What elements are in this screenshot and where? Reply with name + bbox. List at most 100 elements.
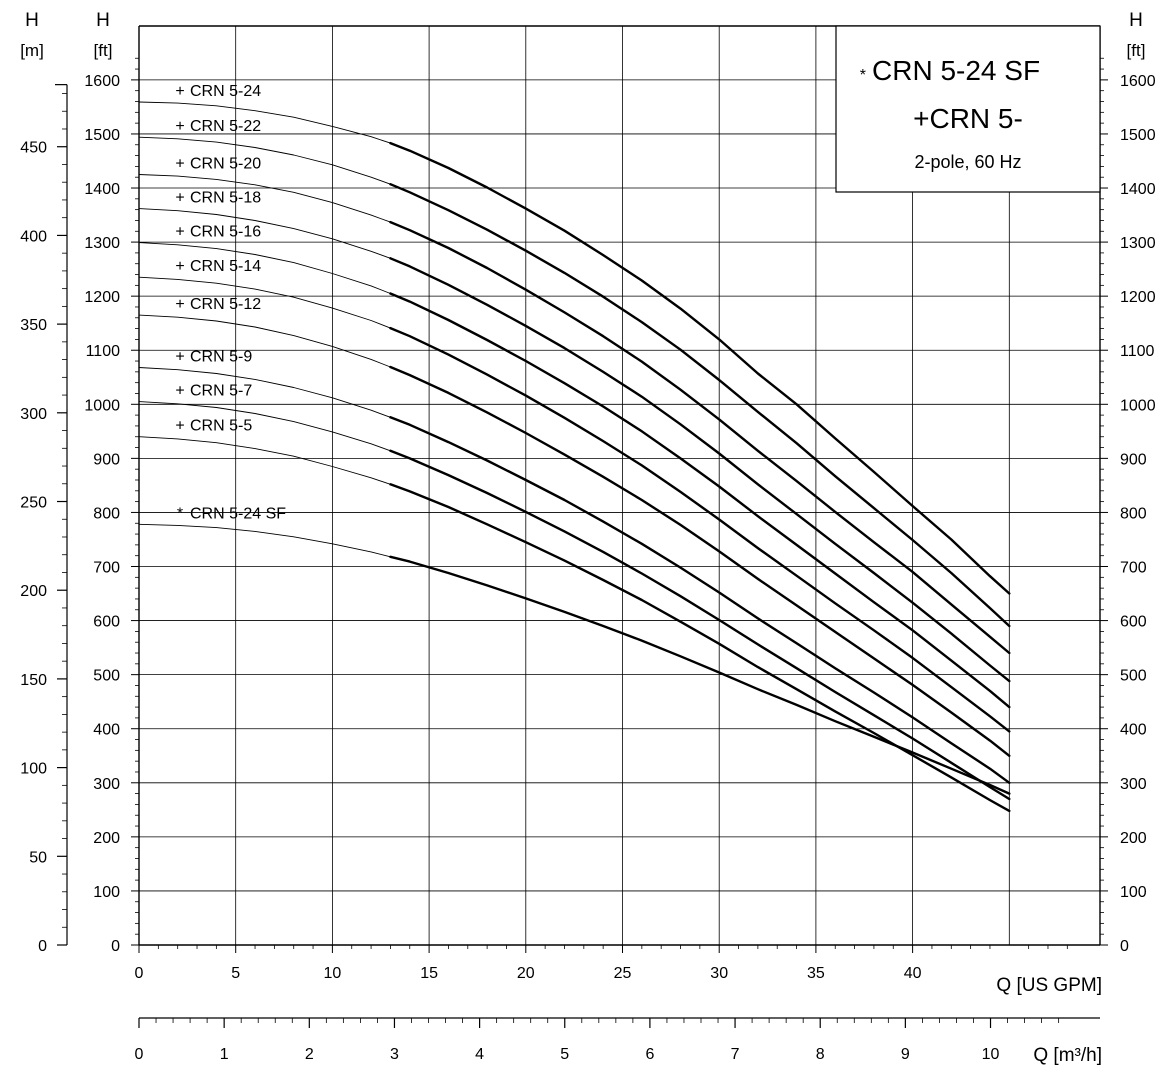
y-ft-right-tick-label: 1500 (1120, 127, 1156, 144)
y-ft-tick-label: 200 (93, 830, 120, 847)
curve-crn-5-7-low-flow (138, 401, 391, 452)
y-m-tick-label: 200 (20, 583, 47, 600)
legend-line1-mark: * (860, 67, 866, 84)
y-ft-tick-label: 1100 (86, 343, 121, 360)
y-ft-right-tick-label: 300 (1120, 776, 1147, 793)
x-axis-m3h-title: Q [m³/h] (1033, 1045, 1102, 1066)
y-ft-right-tick-label: 0 (1120, 938, 1129, 955)
x-gpm-tick-label: 5 (231, 965, 240, 982)
curve-label-mark: + (175, 118, 184, 135)
curve-crn-5-18 (389, 257, 1011, 683)
y-ft-tick-label: 100 (93, 884, 120, 901)
y-ft-tick-label: 400 (93, 722, 120, 739)
curve-label: CRN 5-12 (190, 296, 261, 313)
legend-line2: +CRN 5- (913, 103, 1023, 134)
x-m3h-tick-label: 5 (560, 1046, 569, 1063)
y-axis-ft-right-title: H (1129, 10, 1143, 31)
x-m3h-tick-label: 2 (305, 1046, 314, 1063)
x-m3h-tick-label: 1 (220, 1046, 229, 1063)
curve-label: CRN 5-5 (190, 418, 252, 435)
y-ft-tick-label: 1500 (84, 127, 120, 144)
curve-crn-5-14-low-flow (138, 276, 391, 329)
curve-crn-5-5-low-flow (138, 436, 391, 485)
legend-line1: CRN 5-24 SF (872, 55, 1040, 86)
x-m3h-tick-label: 6 (645, 1046, 654, 1063)
x-axis-gpm-title: Q [US GPM] (996, 975, 1102, 996)
y-ft-tick-label: 700 (93, 560, 120, 577)
y-ft-tick-label: 1600 (84, 73, 120, 90)
curve-crn-5-24-sf-low-flow (138, 523, 391, 558)
curve-label-mark: + (175, 418, 184, 435)
curve-crn-5-12-low-flow (138, 314, 391, 368)
curve-label: CRN 5-14 (190, 258, 261, 275)
y-ft-right-tick-label: 900 (1120, 451, 1147, 468)
y-axis-ft-right-unit: [ft] (1127, 41, 1146, 60)
y-ft-right-tick-label: 600 (1120, 614, 1147, 631)
curve-label-mark: + (175, 349, 184, 366)
curve-crn-5-12 (389, 365, 1011, 757)
curve-crn-5-20-low-flow (138, 174, 391, 223)
y-ft-right-tick-label: 200 (1120, 830, 1147, 847)
curve-label-mark: + (175, 258, 184, 275)
curve-label-mark: + (175, 224, 184, 241)
curve-label: CRN 5-20 (190, 156, 261, 173)
x-m3h-tick-label: 9 (901, 1046, 910, 1063)
curve-label: CRN 5-24 (190, 83, 261, 100)
curve-label: CRN 5-18 (190, 190, 261, 207)
curve-crn-5-16 (389, 292, 1011, 709)
y-ft-right-tick-label: 1600 (1120, 73, 1156, 90)
y-m-tick-label: 50 (29, 849, 47, 866)
legend-line3: 2-pole, 60 Hz (914, 152, 1021, 172)
x-m3h-tick-label: 10 (982, 1046, 1000, 1063)
legend-frame (835, 25, 1101, 193)
y-ft-right-tick-label: 1200 (1120, 289, 1156, 306)
y-axis-ft-title: H (96, 10, 110, 31)
y-ft-right-tick-label: 1100 (1120, 343, 1155, 360)
y-m-tick-label: 250 (20, 495, 47, 512)
curve-crn-5-5 (389, 483, 1011, 813)
curve-label-mark: + (175, 156, 184, 173)
curve-label-mark: + (175, 83, 184, 100)
curve-label-mark: * (177, 505, 183, 522)
curve-crn-5-9-low-flow (138, 367, 391, 418)
x-gpm-tick-label: 0 (135, 965, 144, 982)
y-ft-right-tick-label: 500 (1120, 668, 1147, 685)
curve-crn-5-7 (389, 449, 1011, 801)
y-ft-tick-label: 0 (111, 938, 120, 955)
curve-crn-5-9 (389, 416, 1011, 784)
y-m-tick-label: 100 (20, 761, 47, 778)
y-ft-right-tick-label: 1400 (1120, 181, 1156, 198)
curve-label-mark: + (175, 190, 184, 207)
curve-label: CRN 5-9 (190, 349, 252, 366)
x-gpm-tick-label: 25 (614, 965, 632, 982)
x-m3h-tick-label: 7 (731, 1046, 740, 1063)
curve-label: CRN 5-7 (190, 383, 252, 400)
x-gpm-tick-label: 40 (904, 965, 922, 982)
curve-crn-5-24-sf (389, 555, 1011, 795)
curve-crn-5-22-low-flow (138, 136, 391, 185)
y-m-tick-label: 400 (20, 228, 47, 245)
y-ft-right-tick-label: 400 (1120, 722, 1147, 739)
y-ft-right-tick-label: 1300 (1120, 235, 1156, 252)
x-gpm-tick-label: 20 (517, 965, 535, 982)
y-axis-m-unit: [m] (20, 41, 44, 60)
curve-label: CRN 5-24 SF (190, 505, 286, 522)
x-m3h-tick-label: 3 (390, 1046, 399, 1063)
x-m3h-tick-label: 0 (135, 1046, 144, 1063)
y-m-tick-label: 450 (20, 140, 47, 157)
x-gpm-tick-label: 30 (710, 965, 728, 982)
legend-box: * CRN 5-24 SF +CRN 5- 2-pole, 60 Hz (835, 25, 1101, 193)
x-gpm-tick-label: 10 (324, 965, 342, 982)
y-ft-tick-label: 600 (93, 614, 120, 631)
y-axis-ft-unit: [ft] (94, 41, 113, 60)
y-ft-tick-label: 1300 (84, 235, 120, 252)
y-ft-tick-label: 500 (93, 668, 120, 685)
y-ft-right-tick-label: 700 (1120, 560, 1147, 577)
y-m-tick-label: 150 (20, 672, 47, 689)
curve-crn-5-24 (389, 141, 1011, 595)
y-m-tick-label: 300 (20, 406, 47, 423)
curve-crn-5-16-low-flow (138, 242, 391, 294)
y-m-tick-label: 350 (20, 317, 47, 334)
curve-label-mark: + (175, 383, 184, 400)
